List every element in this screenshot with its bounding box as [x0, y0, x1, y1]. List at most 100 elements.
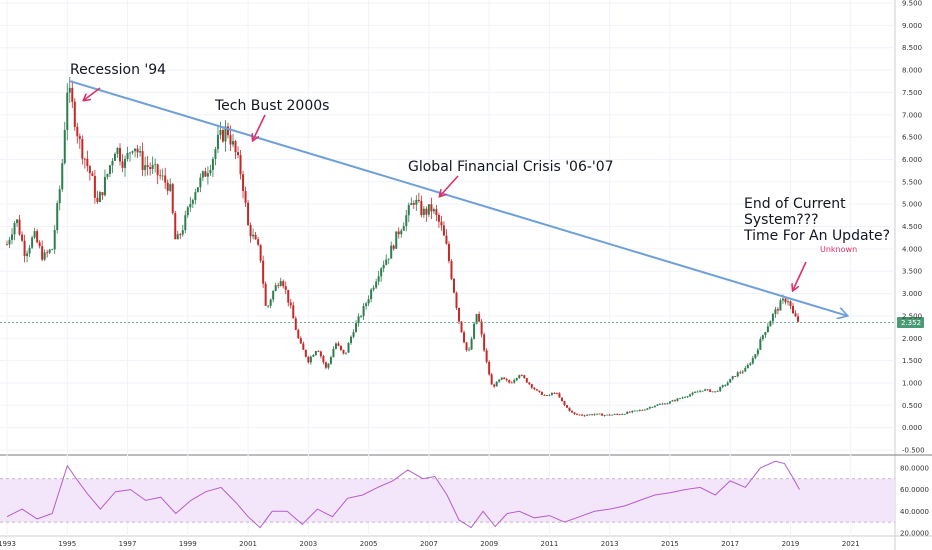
time-axis[interactable]: 1993 1995 1997 1999 2001 2003 2005 2007 2009 2011…: [0, 540, 860, 548]
candle-body: [563, 401, 566, 406]
candle-body: [789, 301, 792, 307]
annotation-tech-bust[interactable]: Tech Bust 2000s: [214, 98, 329, 114]
candle-body: [36, 231, 39, 243]
candle-body: [224, 126, 227, 142]
arrow-unknown[interactable]: [793, 261, 807, 290]
candle-body: [543, 394, 546, 396]
y-tick-label: 3.500: [902, 268, 922, 276]
candle-body: [292, 305, 295, 319]
x-tick-label: 2015: [661, 540, 679, 548]
candle-body: [784, 298, 787, 303]
candle-body: [257, 239, 260, 245]
rsi-axis: 80.0000 60.0000 40.0000 20.0000: [900, 464, 929, 537]
annotation-end-line-3[interactable]: Time For An Update?: [743, 228, 890, 244]
x-tick-label: 2011: [541, 540, 559, 548]
arrow-gfc[interactable]: [440, 175, 459, 196]
candle-body: [684, 397, 687, 398]
candle-body: [437, 214, 440, 222]
candle-body: [450, 261, 453, 279]
candle-body: [377, 276, 380, 282]
candle-body: [249, 225, 252, 237]
candle-body: [149, 167, 152, 169]
price-axis[interactable]: 9.500 9.000 8.500 8.000 7.500 7.000 6.500 6.000…: [902, 0, 925, 455]
candle-body: [53, 230, 56, 250]
candle-body: [525, 378, 528, 383]
candle-body: [583, 415, 586, 417]
candle-body: [83, 158, 86, 160]
candle-body: [503, 377, 506, 380]
candle-body: [63, 129, 66, 164]
candle-body: [593, 414, 596, 416]
x-tick-label: 2007: [420, 540, 438, 548]
candle-body: [146, 165, 149, 168]
candle-body: [282, 281, 285, 287]
candle-body: [327, 363, 330, 368]
candle-body: [199, 177, 202, 188]
candle-body: [465, 342, 468, 351]
candle-body: [631, 410, 634, 413]
candle-body: [71, 87, 74, 102]
trendline[interactable]: [69, 80, 847, 316]
y-tick-label: 1.000: [902, 379, 922, 387]
candle-body: [442, 225, 445, 236]
annotation-end-line-2[interactable]: System???: [744, 212, 819, 228]
candle-body: [420, 200, 423, 216]
candle-body: [56, 203, 59, 231]
candle-body: [259, 244, 262, 261]
candle-body: [319, 351, 322, 357]
x-tick-label: 1995: [58, 540, 76, 548]
candle-body: [352, 332, 355, 337]
candle-body: [267, 305, 270, 307]
candle-body: [510, 382, 513, 384]
candle-body: [397, 231, 400, 235]
candle-body: [646, 408, 649, 410]
candle-body: [724, 385, 727, 386]
candle-body: [729, 378, 732, 383]
candle-body: [505, 379, 508, 381]
candle-body: [498, 379, 501, 382]
candle-body: [58, 189, 61, 204]
candle-body: [106, 173, 109, 177]
candle-body: [194, 192, 197, 201]
candle-body: [628, 411, 631, 413]
candle-body: [776, 309, 779, 311]
candle-body: [317, 351, 320, 352]
candle-body: [671, 400, 674, 402]
annotation-gfc[interactable]: Global Financial Crisis '06-'07: [408, 159, 614, 175]
candle-body: [769, 321, 772, 327]
candle-body: [324, 362, 327, 368]
annotation-unknown[interactable]: Unknown: [820, 245, 857, 254]
candle-body: [764, 332, 767, 336]
candle-body: [663, 403, 666, 405]
candle-body: [239, 155, 242, 175]
candle-body: [666, 403, 669, 405]
y-tick-label: 8.000: [902, 67, 922, 75]
candle-body: [445, 235, 448, 244]
candle-body: [229, 135, 232, 145]
candle-body: [528, 382, 531, 385]
annotation-recession-94[interactable]: Recession '94: [70, 62, 166, 78]
rsi-line: [6, 460, 800, 529]
candle-body: [101, 192, 104, 196]
arrow-recession-94[interactable]: [84, 87, 101, 100]
candle-body: [744, 368, 747, 372]
candle-body: [360, 316, 363, 318]
candle-body: [169, 184, 172, 191]
candle-body: [129, 152, 132, 154]
candle-body: [108, 165, 111, 174]
candle-body: [405, 215, 408, 227]
candle-body: [636, 410, 639, 412]
annotation-end-line-1[interactable]: End of Current: [744, 196, 846, 212]
rsi-pane: [0, 460, 895, 529]
candle-body: [691, 392, 694, 395]
candle-body: [237, 152, 240, 156]
candle-body: [626, 411, 629, 414]
candle-body: [387, 258, 390, 260]
candle-body: [586, 414, 589, 416]
candle-body: [189, 204, 192, 208]
arrow-tech-bust[interactable]: [253, 114, 266, 140]
candle-body: [181, 230, 184, 235]
candle-body: [427, 204, 430, 215]
price-series: [6, 76, 800, 417]
candle-body: [322, 356, 325, 363]
